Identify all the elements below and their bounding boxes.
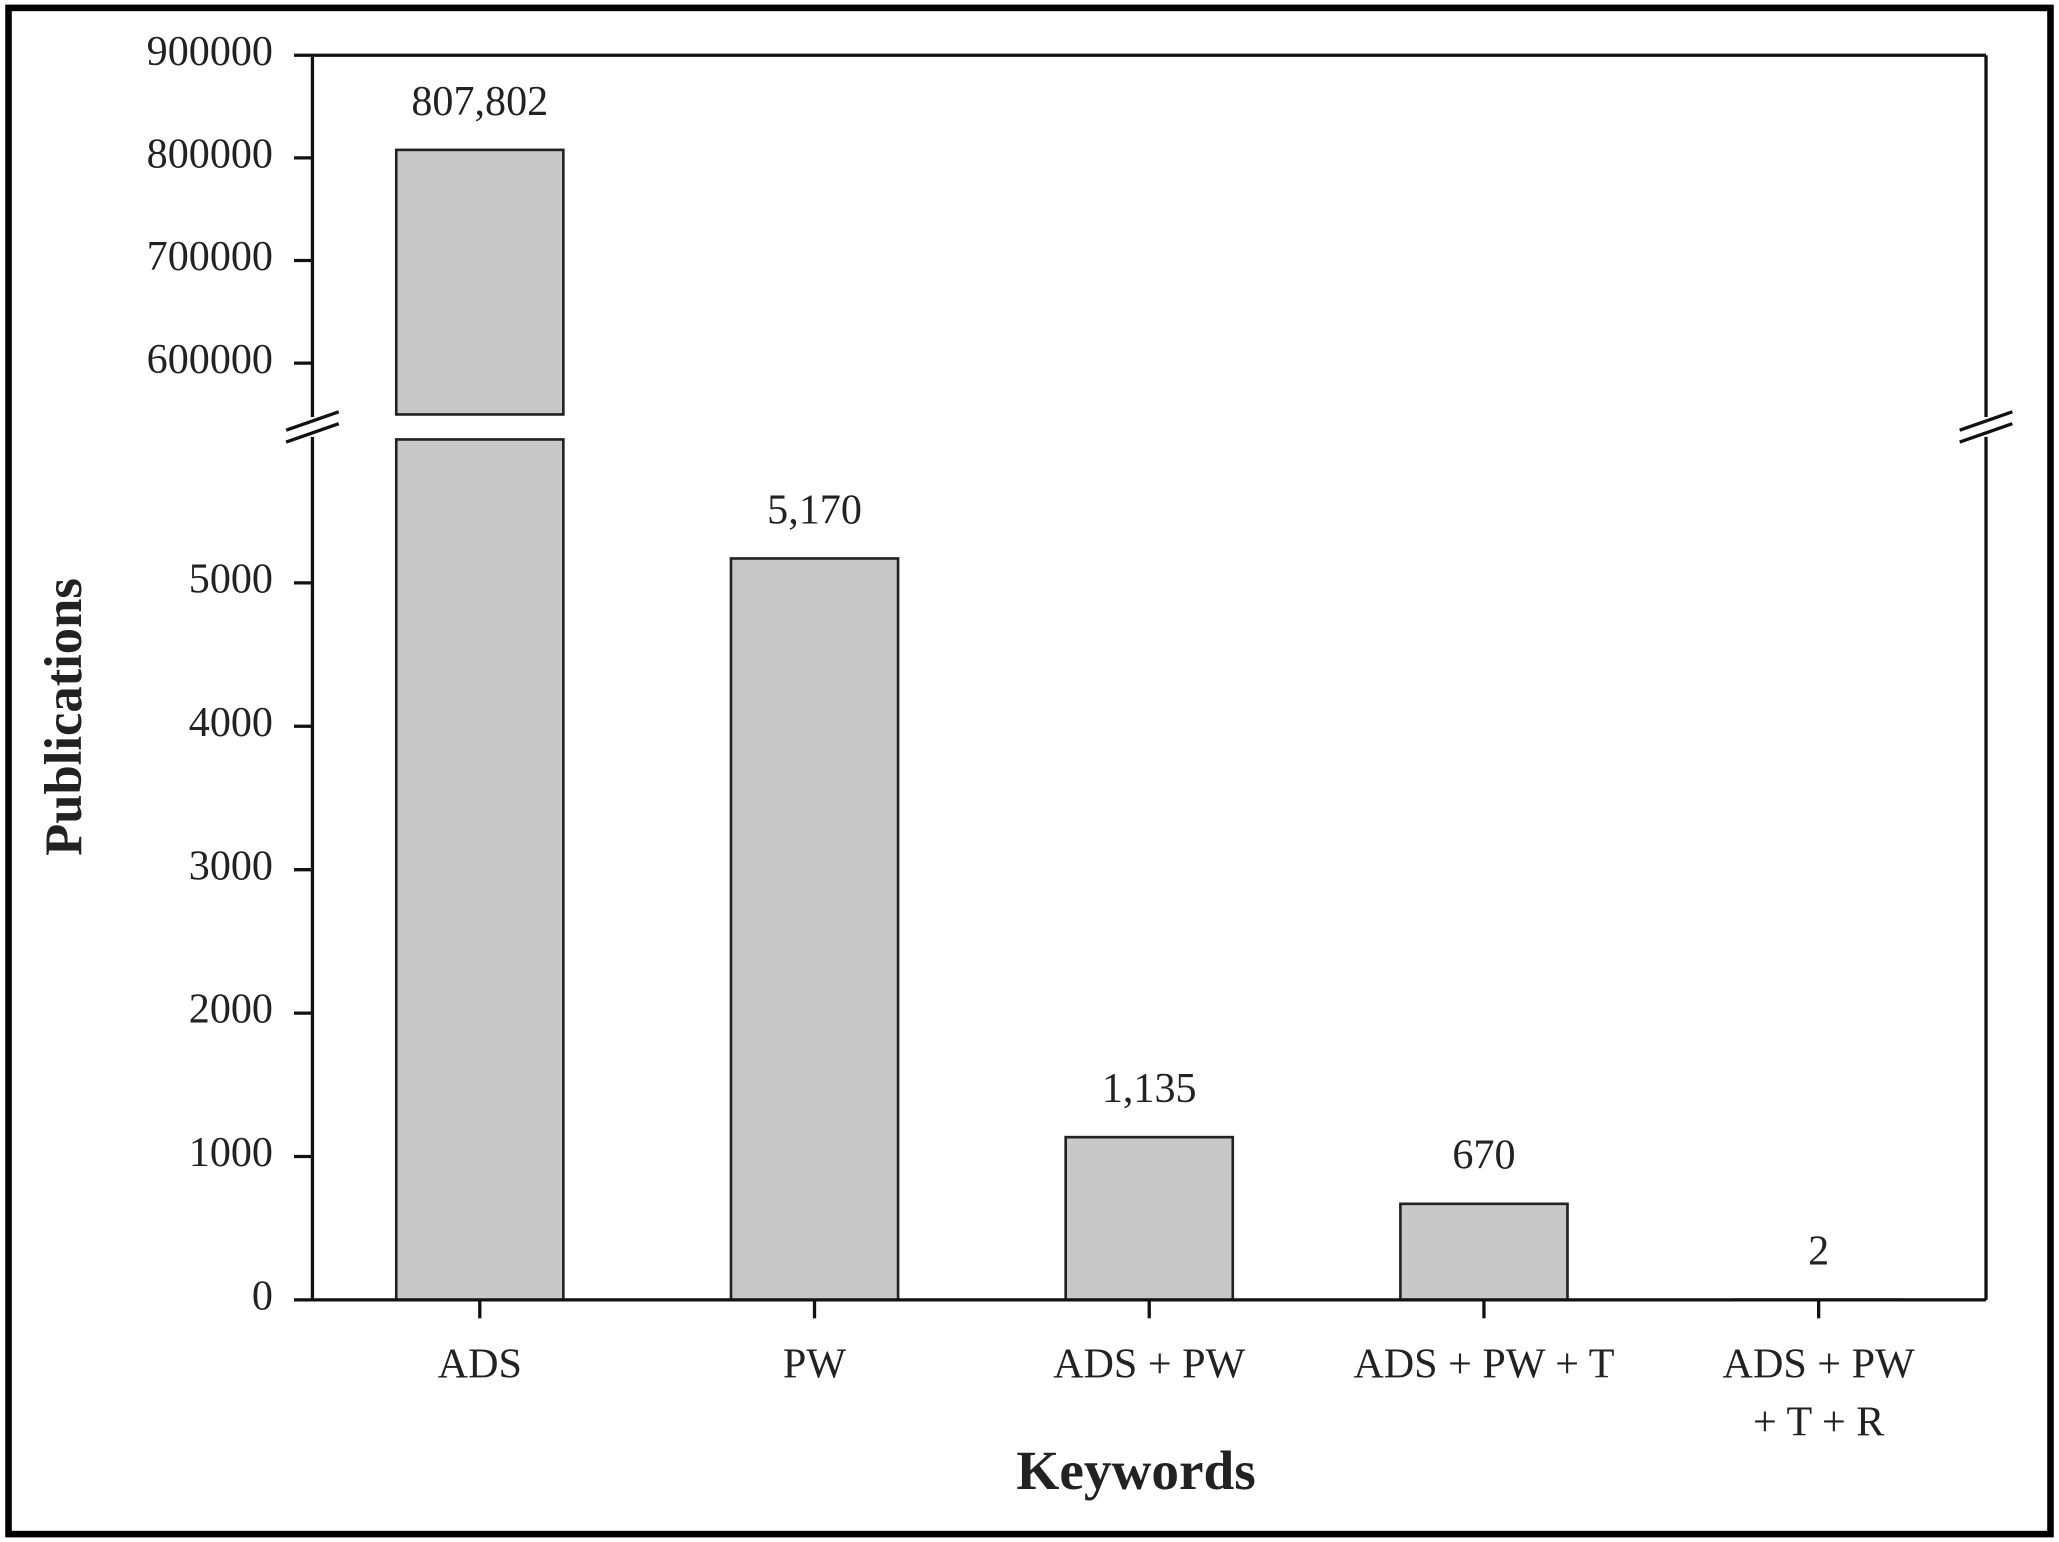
y-tick-label: 700000 <box>147 233 273 280</box>
value-label: 670 <box>1452 1132 1515 1179</box>
x-tick-label-box: ADS + PW + T <box>1353 1339 1615 1387</box>
y-tick-label: 2000 <box>189 986 273 1033</box>
bar <box>394 438 565 1302</box>
x-tick-label: ADS + PW + T + R <box>1722 1339 1915 1445</box>
x-tick-label-box: ADS + PW <box>1053 1339 1246 1387</box>
bar <box>729 557 900 1302</box>
y-tick-label: 5000 <box>189 556 273 603</box>
value-label: 1,135 <box>1102 1065 1197 1112</box>
x-axis-title: Keywords <box>1016 1440 1255 1501</box>
break-mark <box>1959 422 2013 444</box>
bar <box>1064 1135 1235 1302</box>
bar <box>394 148 565 416</box>
y-tick-label: 600000 <box>147 336 273 383</box>
value-label: 807,802 <box>411 78 548 125</box>
y-tick-label: 3000 <box>189 842 273 889</box>
y-axis-title: Publications <box>35 578 93 856</box>
y-tick-label: 900000 <box>147 28 273 75</box>
frame <box>5 4 2054 1538</box>
y-tick-label: 1000 <box>189 1129 273 1176</box>
y-tick-label: 800000 <box>147 131 273 178</box>
x-tick-label: ADS <box>437 1339 522 1387</box>
x-tick-label: ADS + PW + T <box>1353 1339 1615 1387</box>
x-tick-label: ADS + PW <box>1053 1339 1246 1387</box>
break-mark <box>285 422 340 444</box>
break-mark <box>1959 410 2013 432</box>
value-label: 2 <box>1808 1228 1829 1275</box>
break-gap <box>1962 417 2010 437</box>
bar <box>1399 1202 1569 1302</box>
break-mark <box>285 410 340 432</box>
x-tick-label-box: ADS + PW + T + R <box>1722 1339 1915 1445</box>
x-tick-label-box: PW <box>782 1339 847 1387</box>
y-tick-label: 4000 <box>189 699 273 746</box>
value-label: 5,170 <box>767 486 862 533</box>
x-tick-label-box: ADS <box>437 1339 522 1387</box>
x-tick-label: PW <box>782 1339 847 1387</box>
y-tick-label: 0 <box>252 1273 273 1320</box>
break-gap <box>288 417 337 437</box>
